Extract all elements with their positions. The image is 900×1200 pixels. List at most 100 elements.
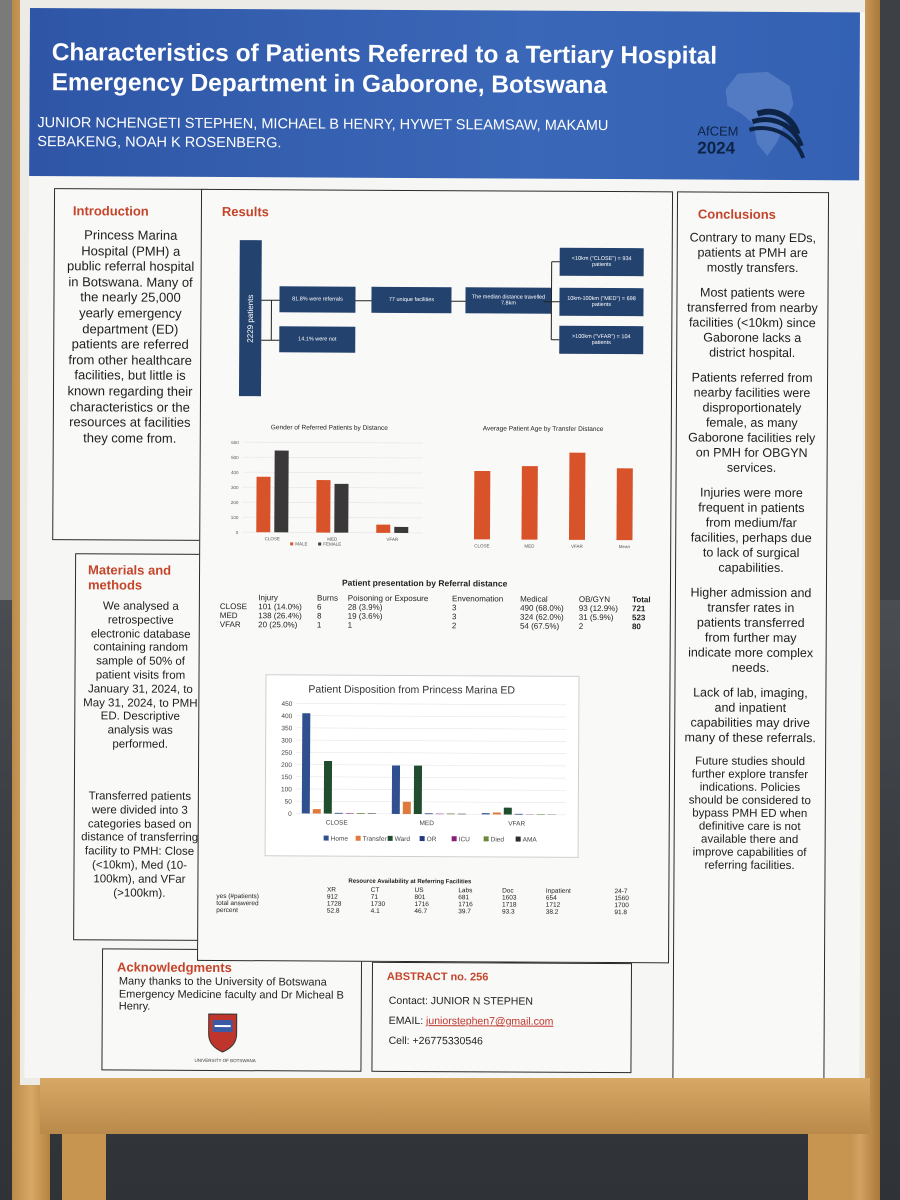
y-tick-label: 450 <box>281 701 292 708</box>
abstract-email-label: EMAIL: <box>388 1014 427 1028</box>
legend-label: FEMALE <box>323 542 341 547</box>
poster: Characteristics of Patients Referred to … <box>24 8 865 1083</box>
presentation-table: Injury Burns Poisoning or Exposure Envenoma… <box>218 593 658 631</box>
bar-transfer <box>312 809 321 814</box>
table-cell: 54 (67.5%) <box>519 621 560 631</box>
university-seal-text: UNIVERSITY OF BOTSWANA <box>194 1057 256 1064</box>
bar-or <box>514 813 523 815</box>
legend-label: OR <box>427 836 437 843</box>
abstract-heading: ABSTRACT no. 256 <box>386 970 489 984</box>
bar-icu <box>345 813 354 814</box>
age-bar <box>568 452 586 540</box>
legend-label: MALE <box>295 541 307 546</box>
gridline <box>296 764 567 767</box>
conclusions-box: Conclusions Contrary to many EDs, patien… <box>672 191 830 1083</box>
disposition-chart: 0 50 100 150 200 250 300 350 400 450 CLOSE MED VFAR H… <box>281 701 567 844</box>
resource-table: XR CT US Labs Doc Inpatient 24-7 yes (#patients… <box>214 886 656 917</box>
flow-connectors <box>261 261 560 341</box>
table-cell: 2 <box>578 621 584 631</box>
gridline <box>242 531 423 534</box>
legend-label: Transfer <box>363 836 388 843</box>
table-cell: 721 <box>632 604 646 614</box>
y-tick-label: 500 <box>231 455 239 460</box>
introduction-heading: Introduction <box>72 203 149 219</box>
y-tick-label: 100 <box>281 786 292 793</box>
gridline <box>295 788 566 791</box>
legend-swatch <box>515 836 521 842</box>
x-tick-label: Mean <box>619 544 631 549</box>
methods-heading: Materials and methods <box>87 562 172 593</box>
university-seal-icon <box>208 1013 238 1053</box>
introduction-box: Introduction Princess Marina Hospital (P… <box>52 188 209 541</box>
gridline <box>242 501 423 504</box>
gridline <box>296 739 567 742</box>
disposition-chart-frame: Patient Disposition from Princess Marina… <box>264 674 580 858</box>
bar-icu <box>435 813 444 815</box>
x-tick-label: CLOSE <box>474 543 489 548</box>
table-header-cell: Envenomation <box>452 594 504 604</box>
conclusion-paragraph: Injuries were more frequent in patients … <box>690 485 812 575</box>
legend-label: ICU <box>459 836 471 843</box>
legend-swatch <box>290 542 294 546</box>
bar-female <box>274 450 289 533</box>
bar-female <box>394 526 409 533</box>
bar-home <box>391 765 401 814</box>
gridline <box>296 715 567 718</box>
bar-male <box>316 480 331 533</box>
table-cell: VFAR <box>219 620 241 630</box>
table-header-cell: OB/GYN <box>578 594 611 605</box>
bar-transfer <box>492 812 501 815</box>
age-chart-title: Average Patient Age by Transfer Distance <box>482 425 604 434</box>
table-header-cell: Medical <box>520 594 548 604</box>
bar-or <box>334 812 343 814</box>
y-tick-label: 250 <box>281 750 292 757</box>
x-tick-label: MED <box>524 544 535 549</box>
table-cell: 31 (5.9%) <box>578 612 614 623</box>
legend-swatch <box>355 835 361 841</box>
logo-year: 2024 <box>697 138 736 158</box>
gridline <box>242 516 423 519</box>
y-tick-label: 400 <box>281 713 292 720</box>
table-cell: 1 <box>316 620 322 630</box>
y-tick-label: 600 <box>231 440 239 445</box>
gridline <box>296 727 567 730</box>
table-header-cell <box>218 593 256 602</box>
poster-authors: JUNIOR NCHENGETI STEPHEN, MICHAEL B HENR… <box>37 115 609 152</box>
resource-table-title: Resource Availability at Referring Facil… <box>348 878 472 886</box>
methods-paragraph-1: We analysed a retrospective electronic d… <box>83 600 198 751</box>
legend-label: Home <box>331 836 349 843</box>
table-cell: 3 <box>451 603 457 613</box>
table-cell: 38.2 <box>545 908 559 916</box>
table-header-cell: Injury <box>258 593 278 603</box>
table-cell: 46.7 <box>414 908 428 916</box>
y-tick-label: 400 <box>231 470 239 475</box>
abstract-cell: Cell: +26775330546 <box>388 1034 483 1048</box>
age-bar <box>473 470 491 540</box>
table-cell: 523 <box>631 613 646 623</box>
table-cell: 3 <box>451 612 457 622</box>
bar-male <box>376 524 391 533</box>
bar-female <box>334 483 349 533</box>
gender-chart-title: Gender of Referred Patients by Distance <box>270 424 388 432</box>
bar-or <box>424 813 433 815</box>
table-cell: 101 (14.0%) <box>258 602 302 612</box>
conclusion-paragraph: Future studies should further explore tr… <box>688 755 811 873</box>
gridline <box>296 703 567 706</box>
abstract-email-link[interactable]: juniorstephen7@gmail.com <box>426 1015 554 1028</box>
x-tick-label: VFAR <box>571 544 584 549</box>
table-cell: 4.1 <box>370 907 380 915</box>
table-cell: 490 (68.0%) <box>520 603 564 613</box>
title-banner: Characteristics of Patients Referred to … <box>29 8 860 181</box>
y-tick-label: 200 <box>281 762 292 769</box>
y-tick-label: 350 <box>281 725 292 732</box>
x-tick-label: CLOSE <box>326 820 349 827</box>
y-tick-label: 0 <box>288 811 292 818</box>
x-tick-label: VFAR <box>386 537 399 542</box>
results-box: Results 2229 patients 81.8% were referra… <box>197 188 674 964</box>
legend-swatch <box>318 542 322 546</box>
legend-swatch <box>451 836 457 842</box>
table-cell: 19 (3.6%) <box>347 611 383 621</box>
age-bar <box>521 466 538 540</box>
legend-swatch <box>483 836 489 842</box>
gridline <box>242 441 423 444</box>
